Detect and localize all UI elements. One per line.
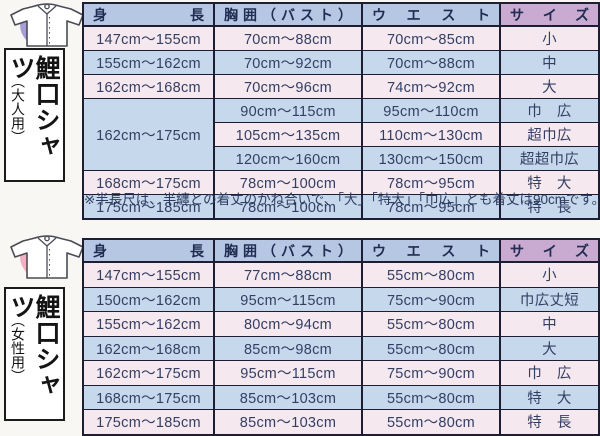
table-cell: 55cm～80cm <box>361 409 501 435</box>
table-cell: 55cm～80cm <box>361 261 501 287</box>
column-header-2: ウエスト <box>361 2 501 27</box>
column-header-1: 胸囲（バスト） <box>213 238 363 263</box>
table-cell: 巾 広 <box>499 360 600 385</box>
table-cell: 75cm～90cm <box>361 360 501 385</box>
table-cell: 超超巾広 <box>499 146 600 171</box>
table-cell: 巾広丈短 <box>499 286 600 312</box>
adult-shirt-icon <box>5 0 89 52</box>
table-cell: 78cm～95cm <box>361 194 501 219</box>
table-row: 162cm～168cm 85cm～98cm 55cm～80cm 大 <box>82 335 600 361</box>
table-cell: 78cm～95cm <box>361 170 501 195</box>
table-cell: 小 <box>499 261 600 287</box>
table-cell: 77cm～88cm <box>213 261 363 287</box>
table-cell: 中 <box>499 311 600 336</box>
table-row: 175cm～185cm 78cm～100cm 78cm～95cm 特 長 <box>82 194 600 219</box>
table-row: 175cm～185cm 85cm～103cm 55cm～80cm 特 長 <box>82 409 600 435</box>
table-cell: 90cm～115cm <box>213 98 363 123</box>
header-row: 身長 胸囲（バスト） ウエスト サイズ <box>82 2 600 27</box>
table-cell: 超巾広 <box>499 122 600 147</box>
women-shirt-icon <box>5 232 89 284</box>
table-cell: 162cm～175cm <box>82 360 215 385</box>
table-cell: 95cm～115cm <box>213 286 363 312</box>
table-cell: 85cm～103cm <box>213 409 363 435</box>
table-cell: 155cm～162cm <box>82 50 215 75</box>
table-cell: 162cm～175cm <box>82 98 215 171</box>
table-cell: 85cm～98cm <box>213 335 363 361</box>
table-row: 155cm～162cm 70cm～92cm 70cm～88cm 中 <box>82 50 600 75</box>
column-header-2: ウエスト <box>361 238 501 263</box>
column-header-3: サイズ <box>499 2 600 27</box>
table-row: 162cm～175cm 95cm～115cm 75cm～90cm 巾 広 <box>82 360 600 385</box>
table-row: 147cm～155cm 70cm～88cm 70cm～85cm 小 <box>82 25 600 51</box>
table-cell: 特 長 <box>499 409 600 435</box>
table-cell: 75cm～90cm <box>361 286 501 312</box>
table-cell: 168cm～175cm <box>82 170 215 195</box>
table-cell: 大 <box>499 74 600 99</box>
table-cell: 巾 広 <box>499 98 600 123</box>
adult-label-box: 鯉口シャツ （大人用） <box>4 48 65 182</box>
table-cell: 155cm～162cm <box>82 311 215 336</box>
table-cell: 85cm～103cm <box>213 384 363 410</box>
table-row: 147cm～155cm 77cm～88cm 55cm～80cm 小 <box>82 261 600 287</box>
table-cell: 95cm～115cm <box>213 360 363 385</box>
adult-size-table-wrap: 身長 胸囲（バスト） ウエスト サイズ 147cm～155cm 70cm～88cm 70cm… <box>82 2 600 220</box>
table-cell: 中 <box>499 50 600 75</box>
column-header-0: 身長 <box>82 238 215 263</box>
table-cell: 特 長 <box>499 194 600 219</box>
table-cell: 70cm～85cm <box>361 25 501 51</box>
table-cell: 70cm～96cm <box>213 74 363 99</box>
table-cell: 78cm～100cm <box>213 170 363 195</box>
table-cell: 大 <box>499 335 600 361</box>
women-label-main: 鯉口シャツ <box>7 294 61 398</box>
table-cell: 55cm～80cm <box>361 311 501 336</box>
length-note: ※半長尺は、半纏との着丈のかね合いで、「大」「特大」「巾広」とも着丈は90cmで… <box>84 192 600 207</box>
table-cell: 95cm～110cm <box>361 98 501 123</box>
table-cell: 80cm～94cm <box>213 311 363 336</box>
column-header-0: 身長 <box>82 2 215 27</box>
table-cell: 70cm～88cm <box>213 25 363 51</box>
size-chart-page: { "note": { "text": "※半長尺は、半纏との着丈のかね合いで、… <box>4 0 600 436</box>
table-cell: 130cm～150cm <box>361 146 501 171</box>
adult-label-main: 鯉口シャツ <box>7 55 61 159</box>
adult-size-table: 身長 胸囲（バスト） ウエスト サイズ 147cm～155cm 70cm～88cm 70cm… <box>82 2 600 220</box>
table-row: 168cm～175cm 85cm～103cm 55cm～80cm 特 大 <box>82 384 600 410</box>
table-cell: 特 大 <box>499 384 600 410</box>
table-cell: 147cm～155cm <box>82 261 215 287</box>
table-cell: 小 <box>499 25 600 51</box>
table-row: 162cm～168cm 70cm～96cm 74cm～92cm 大 <box>82 74 600 99</box>
table-cell: 55cm～80cm <box>361 384 501 410</box>
table-row: 150cm～162cm 95cm～115cm 75cm～90cm 巾広丈短 <box>82 286 600 312</box>
table-row: 155cm～162cm 80cm～94cm 55cm～80cm 中 <box>82 311 600 336</box>
table-cell: 175cm～185cm <box>82 194 215 219</box>
table-row: 162cm～175cm 90cm～115cm 95cm～110cm 巾 広 <box>82 98 600 171</box>
table-cell: 110cm～130cm <box>361 122 501 147</box>
table-cell: 70cm～88cm <box>361 50 501 75</box>
table-cell: 120cm～160cm <box>213 146 363 171</box>
table-cell: 147cm～155cm <box>82 25 215 51</box>
column-header-1: 胸囲（バスト） <box>213 2 363 27</box>
header-row: 身長 胸囲（バスト） ウエスト サイズ <box>82 238 600 263</box>
women-label-sub: （女性用） <box>10 313 26 383</box>
adult-label-sub: （大人用） <box>10 74 26 144</box>
table-cell: 162cm～168cm <box>82 335 215 361</box>
table-cell: 162cm～168cm <box>82 74 215 99</box>
table-cell: 175cm～185cm <box>82 409 215 435</box>
table-cell: 168cm～175cm <box>82 384 215 410</box>
table-row: 168cm～175cm 78cm～100cm 78cm～95cm 特 大 <box>82 170 600 195</box>
table-cell: 55cm～80cm <box>361 335 501 361</box>
table-cell: 70cm～92cm <box>213 50 363 75</box>
women-size-table: 身長 胸囲（バスト） ウエスト サイズ 147cm～155cm 77cm～88cm 55cm… <box>82 238 600 436</box>
table-cell: 特 大 <box>499 170 600 195</box>
women-label-box: 鯉口シャツ （女性用） <box>4 287 65 421</box>
column-header-3: サイズ <box>499 238 600 263</box>
table-cell: 78cm～100cm <box>213 194 363 219</box>
women-size-table-wrap: 身長 胸囲（バスト） ウエスト サイズ 147cm～155cm 77cm～88cm 55cm… <box>82 238 600 436</box>
table-cell: 74cm～92cm <box>361 74 501 99</box>
table-cell: 105cm～135cm <box>213 122 363 147</box>
table-cell: 150cm～162cm <box>82 286 215 312</box>
